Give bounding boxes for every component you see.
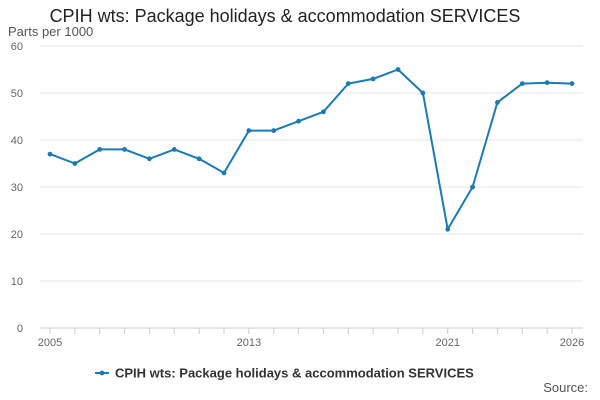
data-point[interactable] xyxy=(519,81,525,86)
data-point[interactable] xyxy=(171,147,177,152)
data-point[interactable] xyxy=(296,118,301,124)
series-line xyxy=(49,68,573,231)
x-tick-label: 2013 xyxy=(237,337,261,349)
data-point[interactable] xyxy=(271,128,277,134)
y-tick-label: 0 xyxy=(17,323,23,335)
data-point[interactable] xyxy=(246,128,252,134)
data-point[interactable] xyxy=(72,161,78,166)
y-tick-label: 10 xyxy=(11,276,23,288)
y-tick-label: 40 xyxy=(11,135,23,147)
data-point[interactable] xyxy=(420,90,426,96)
data-point[interactable] xyxy=(196,156,202,162)
y-tick-label: 50 xyxy=(11,88,23,100)
legend-label[interactable]: CPIH wts: Package holidays & accommodati… xyxy=(115,366,474,381)
data-point[interactable] xyxy=(445,226,451,232)
data-point[interactable] xyxy=(221,170,227,176)
data-point[interactable] xyxy=(395,67,401,72)
axis-layer: 0 10 20 30 40 50 60 2005 2013 2021 2026 xyxy=(11,41,584,349)
data-point[interactable] xyxy=(370,76,376,82)
y-axis-unit-label: Parts per 1000 xyxy=(8,24,94,39)
data-point[interactable] xyxy=(345,81,351,86)
data-point[interactable] xyxy=(569,81,575,86)
grid-layer xyxy=(40,45,583,329)
data-point[interactable] xyxy=(122,147,127,152)
data-point[interactable] xyxy=(97,147,103,152)
y-tick-label: 60 xyxy=(11,41,23,53)
x-tick-label: 2005 xyxy=(38,337,62,349)
data-point[interactable] xyxy=(495,100,500,105)
data-point[interactable] xyxy=(321,109,326,115)
x-tick-label: 2021 xyxy=(435,337,459,349)
y-tick-label: 30 xyxy=(11,182,23,194)
data-point[interactable] xyxy=(47,151,53,157)
x-tick-label: 2026 xyxy=(560,337,584,349)
data-point[interactable] xyxy=(147,156,152,162)
data-point[interactable] xyxy=(470,184,475,190)
y-tick-label: 20 xyxy=(11,229,23,241)
legend-swatch-marker xyxy=(99,370,105,376)
source-label: Source: xyxy=(543,380,588,395)
data-point[interactable] xyxy=(544,80,550,86)
series-layer xyxy=(47,67,575,232)
chart-title: CPIH wts: Package holidays & accommodati… xyxy=(49,6,521,26)
legend[interactable]: CPIH wts: Package holidays & accommodati… xyxy=(95,366,474,381)
